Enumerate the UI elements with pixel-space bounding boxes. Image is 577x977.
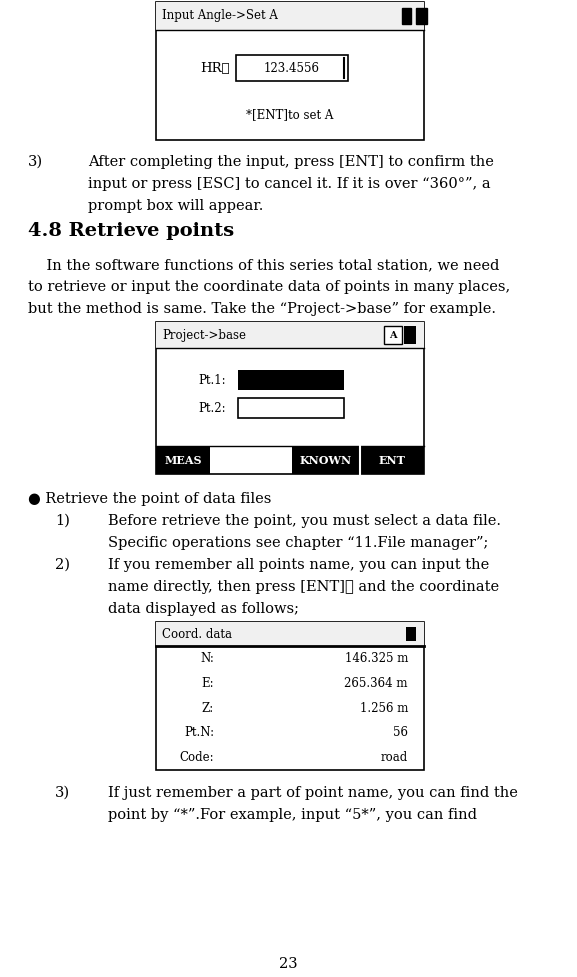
Text: A: A xyxy=(389,330,397,339)
Text: point by “*”.For example, input “5*”, you can find: point by “*”.For example, input “5*”, yo… xyxy=(108,808,477,822)
Text: E:: E: xyxy=(201,677,214,690)
Text: Before retrieve the point, you must select a data file.: Before retrieve the point, you must sele… xyxy=(108,514,501,528)
Bar xyxy=(402,8,411,24)
Text: *[ENT]to set A: *[ENT]to set A xyxy=(246,108,334,121)
Text: ● Retrieve the point of data files: ● Retrieve the point of data files xyxy=(28,492,271,506)
Text: Pt.N:: Pt.N: xyxy=(184,726,214,740)
Text: KNOWN: KNOWN xyxy=(300,454,352,465)
Text: MEAS: MEAS xyxy=(164,454,202,465)
Text: Specific operations see chapter “11.File manager”;: Specific operations see chapter “11.File… xyxy=(108,536,488,550)
Bar xyxy=(156,446,210,474)
Text: prompt box will appear.: prompt box will appear. xyxy=(88,199,263,213)
Text: but the method is same. Take the “Project->base” for example.: but the method is same. Take the “Projec… xyxy=(28,302,496,316)
Text: Code:: Code: xyxy=(179,751,214,764)
Text: Pt.2:: Pt.2: xyxy=(198,402,226,414)
Text: Z:: Z: xyxy=(202,701,214,714)
Text: 265.364 m: 265.364 m xyxy=(344,677,408,690)
Text: 2): 2) xyxy=(55,558,70,572)
Bar xyxy=(156,322,424,474)
Text: 3): 3) xyxy=(28,155,43,169)
Text: In the software functions of this series total station, we need: In the software functions of this series… xyxy=(28,258,499,272)
Text: 4.8 Retrieve points: 4.8 Retrieve points xyxy=(28,222,234,240)
Bar xyxy=(292,446,360,474)
Text: input or press [ESC] to cancel it. If it is over “360°”, a: input or press [ESC] to cancel it. If it… xyxy=(88,177,490,191)
Text: After completing the input, press [ENT] to confirm the: After completing the input, press [ENT] … xyxy=(88,155,494,169)
Text: road: road xyxy=(381,751,408,764)
Text: If just remember a part of point name, you can find the: If just remember a part of point name, y… xyxy=(108,786,518,800)
Text: 1): 1) xyxy=(55,514,70,528)
Bar xyxy=(156,622,424,646)
Bar xyxy=(406,627,416,641)
Text: data displayed as follows;: data displayed as follows; xyxy=(108,602,299,616)
Bar xyxy=(404,326,416,344)
Text: ENT: ENT xyxy=(379,454,406,465)
Bar xyxy=(236,55,348,81)
Text: 1.256 m: 1.256 m xyxy=(359,701,408,714)
Bar xyxy=(384,326,402,344)
Text: Input Angle->Set A: Input Angle->Set A xyxy=(162,10,278,22)
Text: Project->base: Project->base xyxy=(162,328,246,342)
Text: If you remember all points name, you can input the: If you remember all points name, you can… xyxy=(108,558,489,572)
Bar xyxy=(238,370,344,390)
Bar xyxy=(416,8,427,24)
Bar xyxy=(360,446,424,474)
Bar xyxy=(156,322,424,348)
Text: 123.4556: 123.4556 xyxy=(264,62,320,74)
Bar xyxy=(156,622,424,770)
Text: 23: 23 xyxy=(279,957,297,971)
Text: 146.325 m: 146.325 m xyxy=(344,652,408,665)
Text: name directly, then press [ENT]， and the coordinate: name directly, then press [ENT]， and the… xyxy=(108,580,499,594)
Text: Pt.1:: Pt.1: xyxy=(198,373,226,387)
Bar xyxy=(238,398,344,418)
Text: Coord. data: Coord. data xyxy=(162,627,232,641)
Bar xyxy=(156,2,424,30)
Text: 3): 3) xyxy=(55,786,70,800)
Text: 56: 56 xyxy=(393,726,408,740)
Text: N:: N: xyxy=(200,652,214,665)
Text: HR：: HR： xyxy=(200,62,230,74)
Bar xyxy=(156,2,424,140)
Text: to retrieve or input the coordinate data of points in many places,: to retrieve or input the coordinate data… xyxy=(28,280,510,294)
